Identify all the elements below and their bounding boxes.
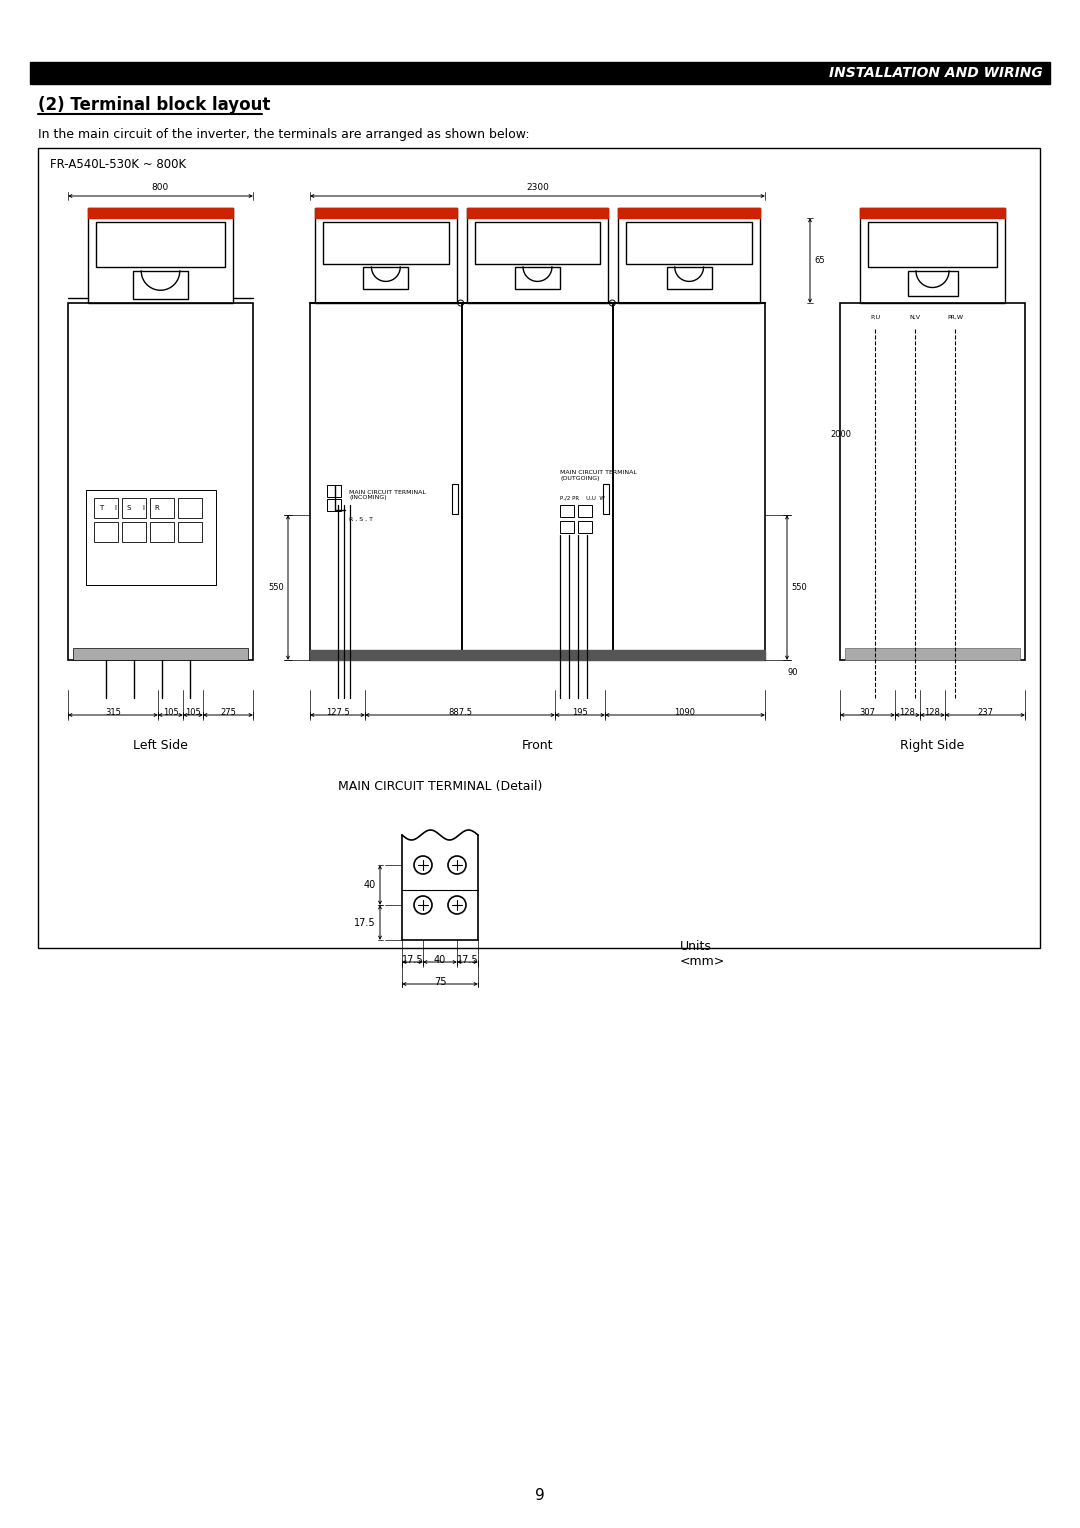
Bar <box>323 222 448 264</box>
Bar <box>604 484 609 515</box>
Text: Front: Front <box>522 738 553 752</box>
Bar <box>310 303 461 660</box>
Bar <box>461 303 613 660</box>
Text: 9: 9 <box>535 1487 545 1502</box>
Text: 75: 75 <box>434 976 446 987</box>
Text: 195: 195 <box>572 707 588 717</box>
Text: 128: 128 <box>924 707 941 717</box>
Text: R , S , T: R , S , T <box>349 516 373 523</box>
Text: 550: 550 <box>268 584 284 591</box>
Text: FR-A540L-530K ~ 800K: FR-A540L-530K ~ 800K <box>50 157 186 171</box>
Text: 800: 800 <box>152 183 170 193</box>
Bar <box>38 148 1040 947</box>
Text: 17.5: 17.5 <box>457 955 478 966</box>
Bar <box>619 208 760 219</box>
Bar <box>845 648 1020 660</box>
Bar <box>868 222 997 267</box>
Bar <box>310 649 765 660</box>
Text: MAIN CIRCUIT TERMINAL (Detail): MAIN CIRCUIT TERMINAL (Detail) <box>338 779 542 793</box>
Bar <box>619 208 760 303</box>
Bar <box>561 504 575 516</box>
Text: 127.5: 127.5 <box>326 707 349 717</box>
Text: S: S <box>126 504 131 510</box>
Text: 40: 40 <box>364 880 376 889</box>
Text: 65: 65 <box>814 257 825 264</box>
Bar <box>315 208 457 219</box>
Bar <box>94 523 118 542</box>
Bar <box>94 498 118 518</box>
Bar <box>327 500 341 510</box>
Bar <box>73 648 248 660</box>
Bar <box>860 208 1005 219</box>
Bar <box>451 484 458 515</box>
Text: 2300: 2300 <box>526 183 549 193</box>
Text: Right Side: Right Side <box>901 738 964 752</box>
Text: 315: 315 <box>105 707 121 717</box>
Bar <box>626 222 752 264</box>
Text: Units
<mm>: Units <mm> <box>680 940 726 969</box>
Bar <box>467 208 608 303</box>
Text: 237: 237 <box>977 707 993 717</box>
Text: P,/2 PR    U,U  W: P,/2 PR U,U W <box>561 495 605 500</box>
Bar <box>515 267 561 289</box>
Bar <box>613 303 765 660</box>
Text: 105: 105 <box>163 707 178 717</box>
Text: Left Side: Left Side <box>133 738 188 752</box>
Bar <box>86 490 216 585</box>
Bar <box>327 484 341 497</box>
Bar <box>68 303 253 660</box>
Bar <box>178 498 202 518</box>
Text: 40: 40 <box>434 955 446 966</box>
Text: 275: 275 <box>220 707 235 717</box>
Bar <box>467 208 608 219</box>
Bar <box>133 270 188 299</box>
Bar <box>150 523 174 542</box>
Bar <box>87 208 233 219</box>
Text: R: R <box>154 504 160 510</box>
Bar <box>907 270 958 296</box>
Bar <box>561 521 575 533</box>
Text: T: T <box>99 504 103 510</box>
Bar <box>178 523 202 542</box>
Text: 2000: 2000 <box>831 429 851 439</box>
Text: (2) Terminal block layout: (2) Terminal block layout <box>38 96 270 115</box>
Bar <box>315 208 457 303</box>
Bar <box>96 222 225 267</box>
Text: MAIN CIRCUIT TERMINAL
(INCOMING): MAIN CIRCUIT TERMINAL (INCOMING) <box>349 489 426 500</box>
Bar <box>840 303 1025 660</box>
Text: 1090: 1090 <box>675 707 696 717</box>
Bar <box>860 208 1005 303</box>
Text: 307: 307 <box>860 707 876 717</box>
Text: MAIN CIRCUIT TERMINAL
(OUTGOING): MAIN CIRCUIT TERMINAL (OUTGOING) <box>561 471 637 481</box>
Text: 17.5: 17.5 <box>354 917 376 927</box>
Text: 550: 550 <box>791 584 807 591</box>
Text: PR,W: PR,W <box>947 315 963 319</box>
Text: P,U: P,U <box>869 315 880 319</box>
Text: In the main circuit of the inverter, the terminals are arranged as shown below:: In the main circuit of the inverter, the… <box>38 128 529 141</box>
Bar <box>87 208 233 303</box>
Text: I: I <box>141 504 144 510</box>
Bar <box>666 267 712 289</box>
Text: 17.5: 17.5 <box>402 955 423 966</box>
Bar <box>122 523 146 542</box>
Bar <box>30 63 1050 84</box>
Text: 887.5: 887.5 <box>448 707 472 717</box>
Text: 105: 105 <box>185 707 201 717</box>
Text: N,V: N,V <box>909 315 920 319</box>
Bar <box>122 498 146 518</box>
Text: 90: 90 <box>787 668 797 677</box>
Bar <box>475 222 600 264</box>
Bar <box>578 521 592 533</box>
Bar <box>578 504 592 516</box>
Bar <box>150 498 174 518</box>
Bar <box>363 267 408 289</box>
Text: 128: 128 <box>900 707 916 717</box>
Text: INSTALLATION AND WIRING: INSTALLATION AND WIRING <box>829 66 1043 79</box>
Text: I: I <box>114 504 116 510</box>
